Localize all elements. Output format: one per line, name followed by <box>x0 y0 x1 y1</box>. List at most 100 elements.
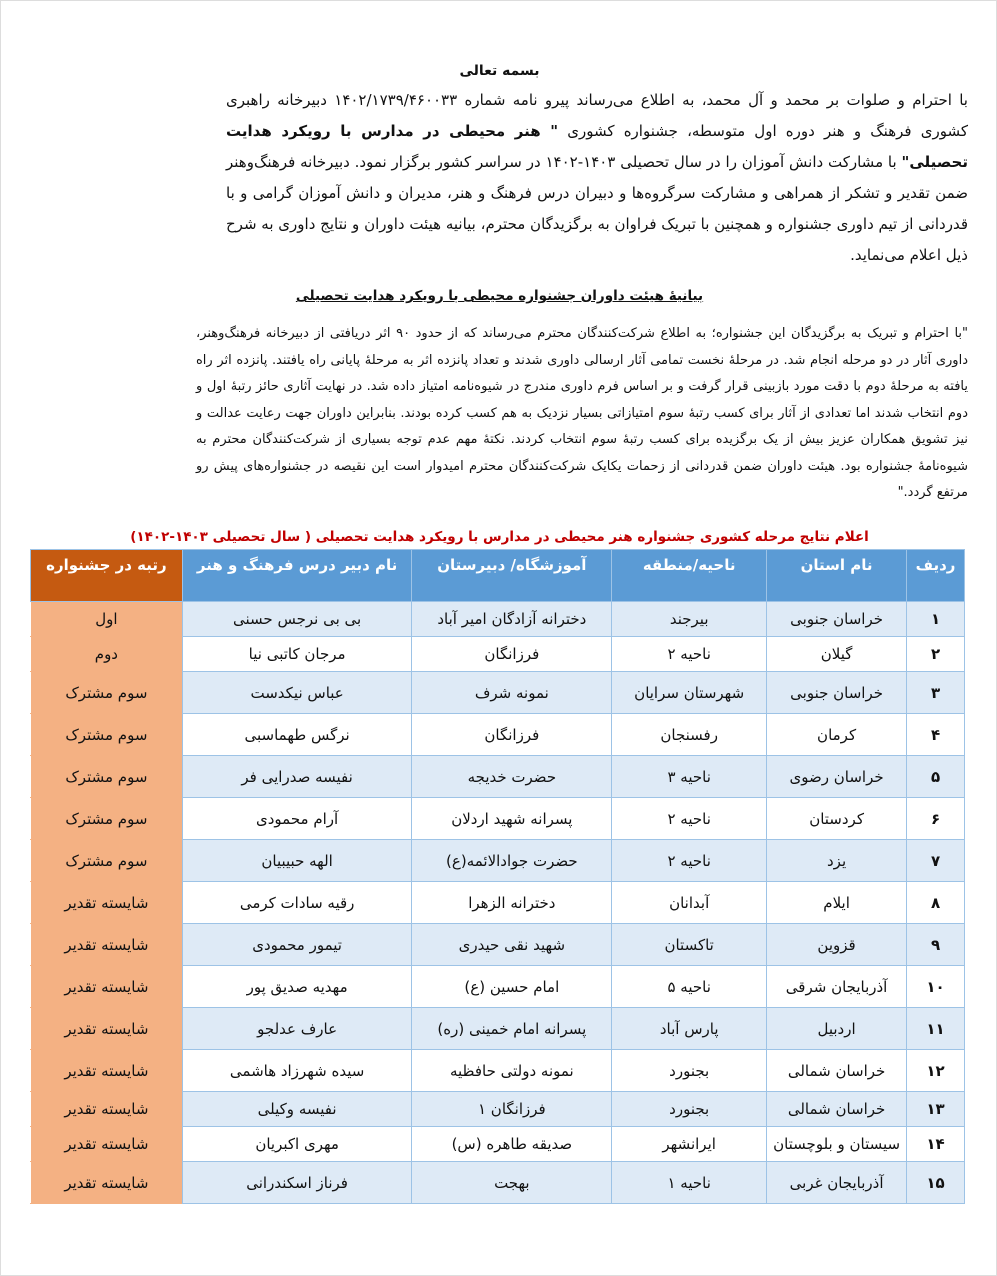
cell-school: بهجت <box>411 1161 613 1204</box>
cell-province: اردبیل <box>766 1007 908 1050</box>
cell-region: ایرانشهر <box>611 1126 768 1162</box>
cell-school: نمونه دولتی حافظیه <box>411 1049 613 1092</box>
cell-teacher: مهری اکبریان <box>181 1126 413 1162</box>
cell-region: آبدانان <box>611 881 768 924</box>
table-row: ۸ ایلام آبدانان دخترانه الزهرا رقیه سادات کر… <box>30 881 965 924</box>
header-row-number: ردیف <box>906 549 965 602</box>
cell-school: فرزانگان <box>411 636 613 672</box>
table-row: ۱۲ خراسان شمالی بجنورد نمونه دولتی حافظیه سی… <box>30 1049 965 1092</box>
cell-province: ایلام <box>766 881 908 924</box>
cell-region: ناحیه ۲ <box>611 797 768 840</box>
cell-row-number: ۱۵ <box>906 1161 965 1204</box>
cell-province: سیستان و بلوچستان <box>766 1126 908 1162</box>
cell-rank: شایسته تقدیر <box>30 1161 183 1204</box>
table-header-row: ردیف نام استان ناحیه/منطقه آموزشگاه/ دبی… <box>30 549 965 602</box>
cell-region: شهرستان سرایان <box>611 671 768 714</box>
cell-rank: دوم <box>30 636 183 672</box>
cell-row-number: ۴ <box>906 713 965 756</box>
cell-row-number: ۹ <box>906 923 965 966</box>
cell-school: حضرت جوادالائمه(ع) <box>411 839 613 882</box>
table-row: ۱ خراسان جنوبی بیرجند دخترانه آزادگان امیر … <box>30 601 965 637</box>
table-row: ۲ گیلان ناحیه ۲ فرزانگان مرجان کاتبی نیا دوم <box>30 636 965 672</box>
cell-school: صدیقه طاهره (س) <box>411 1126 613 1162</box>
cell-teacher: رقیه سادات کرمی <box>181 881 413 924</box>
statement-title: بیانیهٔ هیئت داوران جشنواره محیطی با روی… <box>295 288 704 304</box>
cell-region: ناحیه ۱ <box>611 1161 768 1204</box>
cell-teacher: نرگس طهماسبی <box>181 713 413 756</box>
cell-province: آذربایجان شرقی <box>766 965 908 1008</box>
cell-rank: سوم مشترک <box>30 755 183 798</box>
cell-row-number: ۲ <box>906 636 965 672</box>
table-row: ۵ خراسان رضوی ناحیه ۳ حضرت خدیجه نفیسه صدرای… <box>30 755 965 798</box>
cell-row-number: ۳ <box>906 671 965 714</box>
table-row: ۱۱ اردبیل پارس آباد پسرانه امام خمینی (ره) ع… <box>30 1007 965 1050</box>
cell-rank: شایسته تقدیر <box>30 1007 183 1050</box>
cell-teacher: سیده شهرزاد هاشمی <box>181 1049 413 1092</box>
cell-teacher: عباس نیکدست <box>181 671 413 714</box>
cell-rank: شایسته تقدیر <box>30 881 183 924</box>
cell-school: نمونه شرف <box>411 671 613 714</box>
cell-region: تاکستان <box>611 923 768 966</box>
cell-province: یزد <box>766 839 908 882</box>
cell-region: پارس آباد <box>611 1007 768 1050</box>
cell-row-number: ۱۴ <box>906 1126 965 1162</box>
cell-province: آذربایجان غربی <box>766 1161 908 1204</box>
cell-province: کرمان <box>766 713 908 756</box>
cell-school: شهید نقی حیدری <box>411 923 613 966</box>
cell-teacher: تیمور محمودی <box>181 923 413 966</box>
table-row: ۱۳ خراسان شمالی بجنورد فرزانگان ۱ نفیسه وکیل… <box>30 1091 965 1127</box>
table-row: ۴ کرمان رفسنجان فرزانگان نرگس طهماسبی سوم مشت… <box>30 713 965 756</box>
cell-rank: شایسته تقدیر <box>30 1126 183 1162</box>
header-rank: رتبه در جشنواره <box>30 549 183 602</box>
table-row: ۹ قزوین تاکستان شهید نقی حیدری تیمور محمودی ش… <box>30 923 965 966</box>
basmala-heading: بسمه تعالی <box>459 63 540 79</box>
statement-body: "با احترام و تبریک به برگزیدگان این جشنو… <box>196 326 969 500</box>
cell-row-number: ۷ <box>906 839 965 882</box>
cell-rank: سوم مشترک <box>30 671 183 714</box>
cell-province: خراسان جنوبی <box>766 601 908 637</box>
cell-region: ناحیه ۲ <box>611 636 768 672</box>
cell-rank: شایسته تقدیر <box>30 1049 183 1092</box>
cell-region: ناحیه ۲ <box>611 839 768 882</box>
cell-province: خراسان شمالی <box>766 1049 908 1092</box>
cell-region: بجنورد <box>611 1049 768 1092</box>
intro-text-1: با احترام و صلوات بر محمد و آل محمد، به … <box>226 91 968 140</box>
table-row: ۱۰ آذربایجان شرقی ناحیه ۵ امام حسین (ع) مهدی… <box>30 965 965 1008</box>
header-province: نام استان <box>766 549 908 602</box>
cell-province: گیلان <box>766 636 908 672</box>
cell-teacher: مهدیه صدیق پور <box>181 965 413 1008</box>
cell-region: بیرجند <box>611 601 768 637</box>
cell-province: خراسان رضوی <box>766 755 908 798</box>
results-title: اعلام نتایج مرحله کشوری جشنواره هنر محیط… <box>130 529 869 545</box>
cell-row-number: ۱۳ <box>906 1091 965 1127</box>
cell-teacher: مرجان کاتبی نیا <box>181 636 413 672</box>
intro-text-2: با مشارکت دانش آموزان را در سال تحصیلی ۱… <box>226 153 968 264</box>
cell-school: دخترانه الزهرا <box>411 881 613 924</box>
table-row: ۱۴ سیستان و بلوچستان ایرانشهر صدیقه طاهره (… <box>30 1126 965 1162</box>
cell-teacher: عارف عدلجو <box>181 1007 413 1050</box>
cell-rank: شایسته تقدیر <box>30 1091 183 1127</box>
intro-paragraph: با احترام و صلوات بر محمد و آل محمد، به … <box>226 85 968 271</box>
cell-teacher: فرناز اسکندرانی <box>181 1161 413 1204</box>
cell-region: ناحیه ۳ <box>611 755 768 798</box>
cell-school: فرزانگان ۱ <box>411 1091 613 1127</box>
cell-school: امام حسین (ع) <box>411 965 613 1008</box>
cell-school: دخترانه آزادگان امیر آباد <box>411 601 613 637</box>
table-row: ۷ یزد ناحیه ۲ حضرت جوادالائمه(ع) الهه حبیبیا… <box>30 839 965 882</box>
header-school: آموزشگاه/ دبیرستان <box>411 549 613 602</box>
cell-teacher: نفیسه صدرایی فر <box>181 755 413 798</box>
cell-rank: سوم مشترک <box>30 839 183 882</box>
header-region: ناحیه/منطقه <box>611 549 768 602</box>
cell-teacher: الهه حبیبیان <box>181 839 413 882</box>
cell-province: قزوین <box>766 923 908 966</box>
cell-region: ناحیه ۵ <box>611 965 768 1008</box>
table-row: ۱۵ آذربایجان غربی ناحیه ۱ بهجت فرناز اسکندرا… <box>30 1161 965 1204</box>
cell-row-number: ۸ <box>906 881 965 924</box>
cell-province: کردستان <box>766 797 908 840</box>
cell-province: خراسان شمالی <box>766 1091 908 1127</box>
cell-rank: سوم مشترک <box>30 713 183 756</box>
cell-teacher: آرام محمودی <box>181 797 413 840</box>
cell-school: پسرانه امام خمینی (ره) <box>411 1007 613 1050</box>
results-table: ردیف نام استان ناحیه/منطقه آموزشگاه/ دبی… <box>30 549 965 1204</box>
cell-rank: سوم مشترک <box>30 797 183 840</box>
